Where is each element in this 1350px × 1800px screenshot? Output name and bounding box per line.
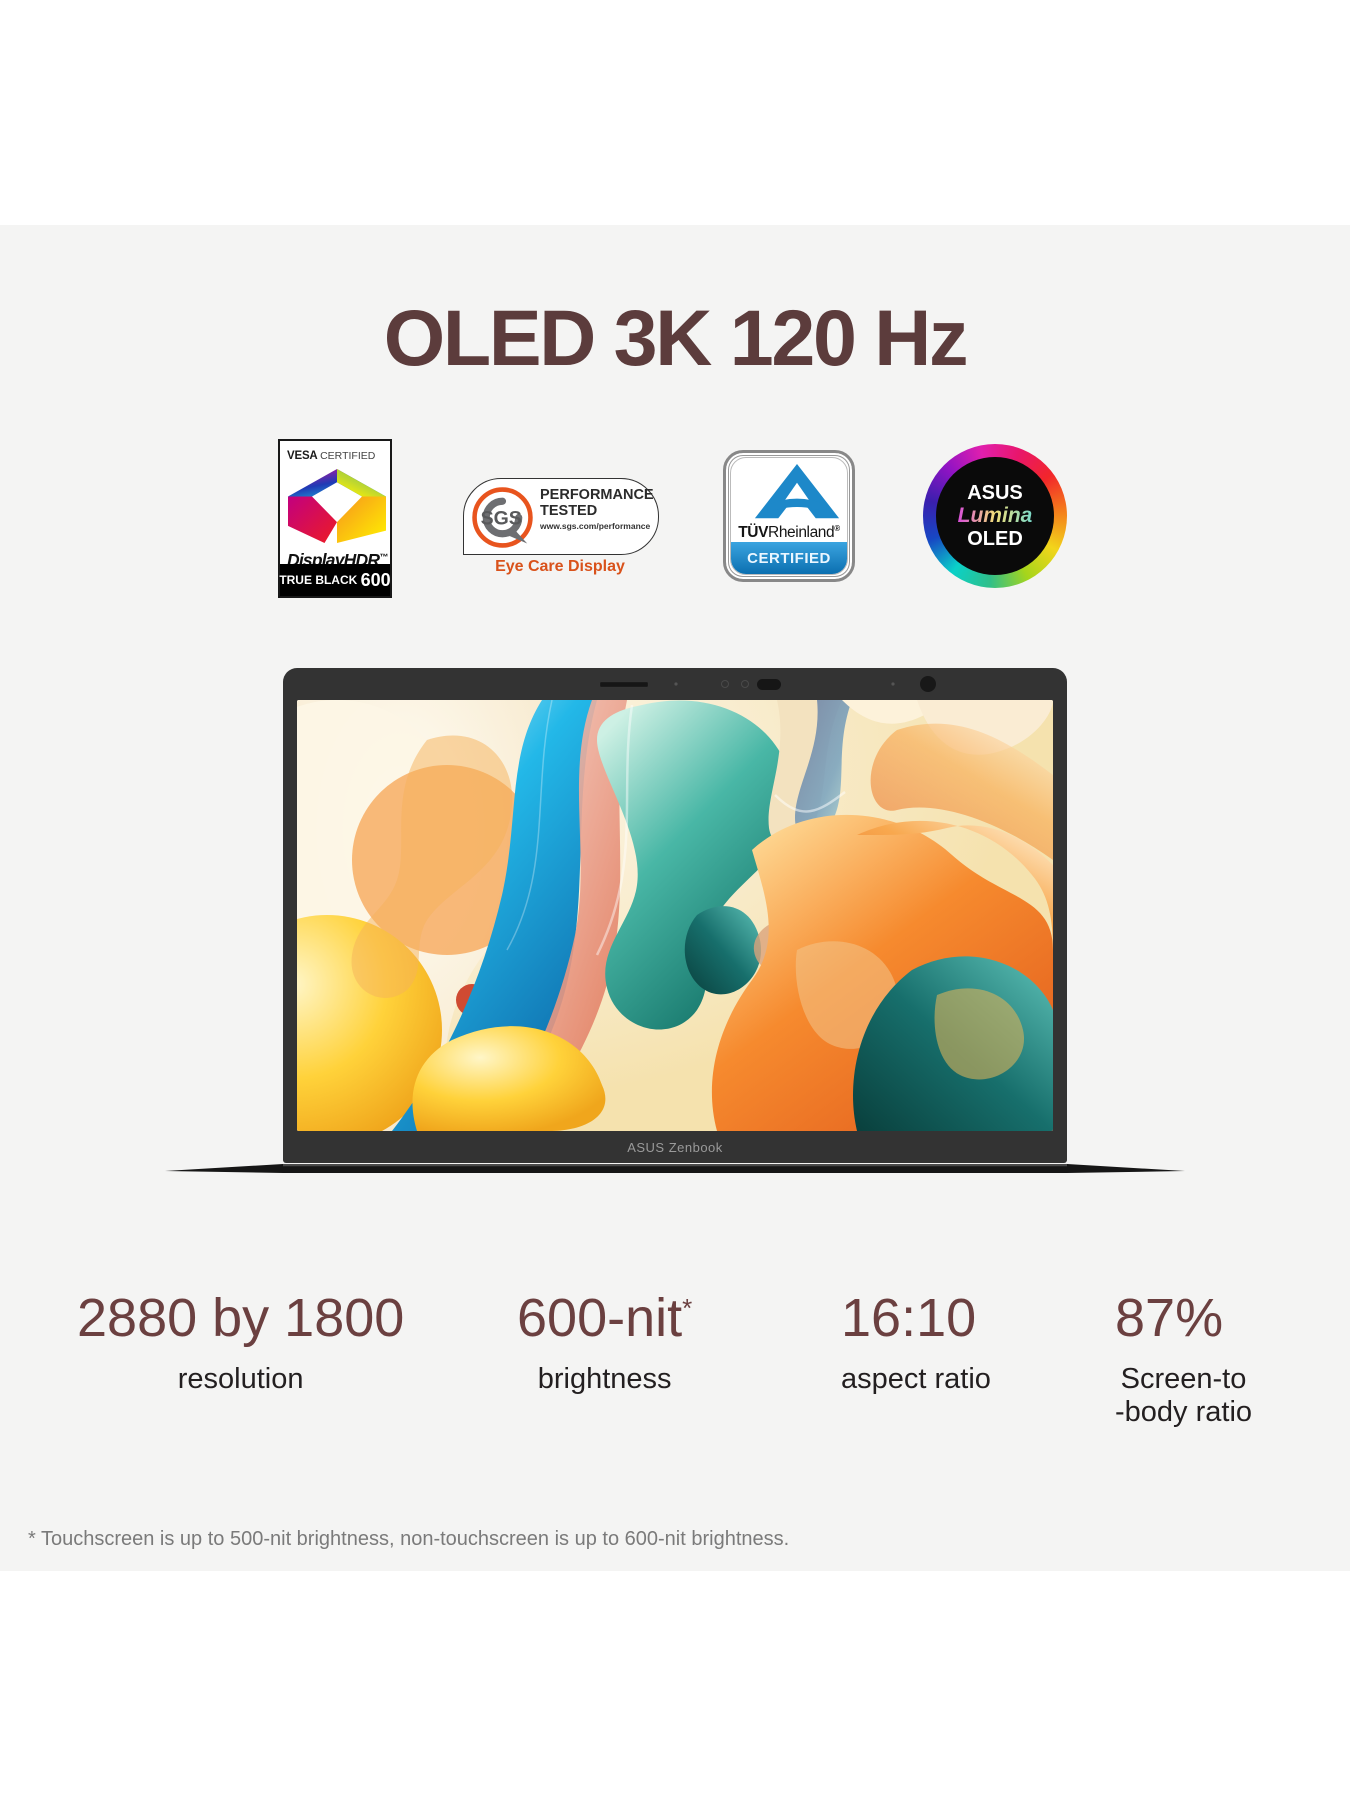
svg-text:SGS: SGS — [481, 508, 522, 530]
